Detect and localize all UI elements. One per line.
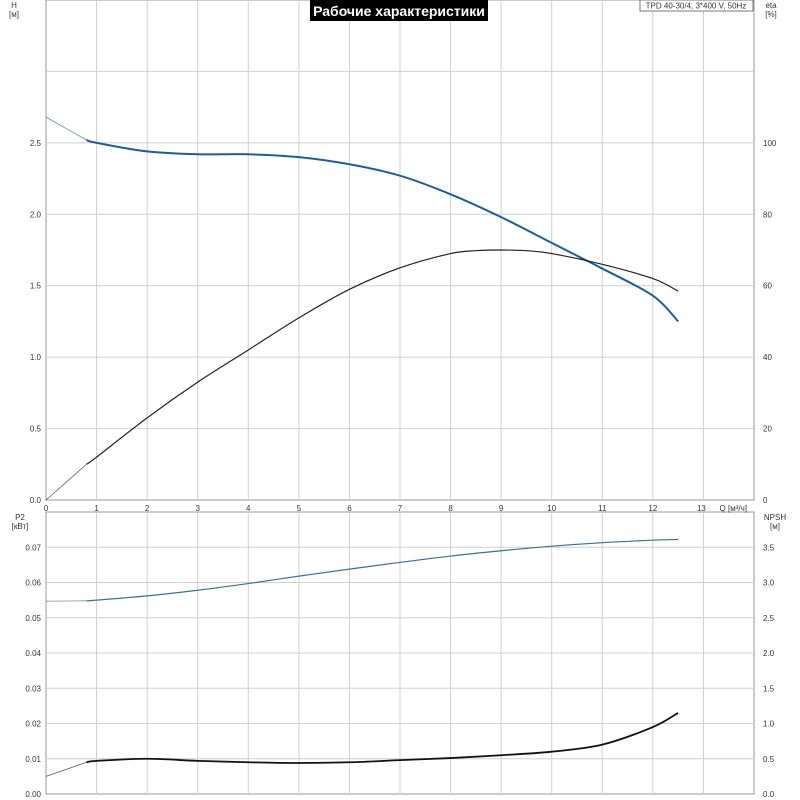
left-tick-label: 0.5 <box>30 425 42 434</box>
x-tick-label: 7 <box>398 504 403 513</box>
x-tick-label: 12 <box>648 504 657 513</box>
eta-axis-unit: [%] <box>765 10 777 19</box>
right-tick-label: 2.5 <box>763 614 775 623</box>
curve-series-1 <box>86 249 679 465</box>
x-tick-label: 5 <box>297 504 302 513</box>
right-tick-label: 20 <box>763 425 772 434</box>
right-tick-label: 0 <box>763 496 768 505</box>
left-tick-label: 2.5 <box>30 139 42 148</box>
left-tick-label: 1.0 <box>30 353 42 362</box>
left-tick-label: 0.02 <box>25 720 41 729</box>
x-tick-label: 4 <box>246 504 251 513</box>
pump-info-text: TPD 40-30/4, 3*400 V, 50Hz <box>646 2 747 11</box>
left-tick-label: 1.5 <box>30 282 42 291</box>
x-tick-label: 0 <box>44 504 49 513</box>
h-axis-label: H <box>11 1 17 10</box>
x-tick-label: 6 <box>347 504 352 513</box>
p2-axis-unit: [кВт] <box>12 522 29 531</box>
x-tick-label: 10 <box>547 504 556 513</box>
left-tick-label: 0.04 <box>25 649 41 658</box>
x-tick-label: 9 <box>499 504 504 513</box>
right-tick-label: 0.5 <box>763 755 775 764</box>
left-tick-label: 0.06 <box>25 579 41 588</box>
curve-extrapolation-1 <box>45 761 87 777</box>
x-tick-label: 2 <box>145 504 150 513</box>
right-tick-label: 2.0 <box>763 649 775 658</box>
right-tick-label: 1.5 <box>763 684 775 693</box>
right-tick-label: 40 <box>763 353 772 362</box>
right-tick-label: 0.0 <box>763 790 775 799</box>
x-tick-label: 1 <box>94 504 99 513</box>
right-tick-label: 3.0 <box>763 579 775 588</box>
right-tick-label: 80 <box>763 210 772 219</box>
eta-axis-label: eta <box>765 1 777 10</box>
curve-series-0 <box>86 538 679 602</box>
x-tick-label: 3 <box>195 504 200 513</box>
curve-series-0 <box>86 139 679 323</box>
curve-series-1 <box>86 712 679 764</box>
chart-title: Рабочие характеристики <box>313 3 485 19</box>
left-tick-label: 0.07 <box>25 543 41 552</box>
curve-extrapolation-0 <box>45 116 87 141</box>
left-tick-label: 0.0 <box>30 496 42 505</box>
pump-info-box <box>639 0 754 12</box>
right-tick-label: 3.5 <box>763 543 775 552</box>
h-axis-unit: [м] <box>9 10 19 19</box>
right-tick-label: 60 <box>763 282 772 291</box>
left-tick-label: 2.0 <box>30 210 42 219</box>
left-tick-label: 0.05 <box>25 614 41 623</box>
left-tick-label: 0.00 <box>25 790 41 799</box>
x-tick-label: 11 <box>598 504 607 513</box>
right-tick-label: 100 <box>763 139 777 148</box>
npsh-axis-unit: [м] <box>770 522 780 531</box>
x-tick-label: 13 <box>697 504 706 513</box>
title-background <box>310 0 488 21</box>
left-tick-label: 0.03 <box>25 684 41 693</box>
left-tick-label: 0.01 <box>25 755 41 764</box>
power-npsh-panel: 0.00 0.01 0.02 0.03 0.04 0.05 0.06 0.07 0.0 0.5 1.… <box>25 511 775 799</box>
x-tick-label: 8 <box>448 504 453 513</box>
q-axis-label: Q [м³/ч] <box>720 504 747 513</box>
p2-axis-label: P2 <box>15 513 25 522</box>
npsh-axis-label: NPSH <box>764 513 786 522</box>
curve-extrapolation-1 <box>45 463 87 501</box>
right-tick-label: 1.0 <box>763 720 775 729</box>
